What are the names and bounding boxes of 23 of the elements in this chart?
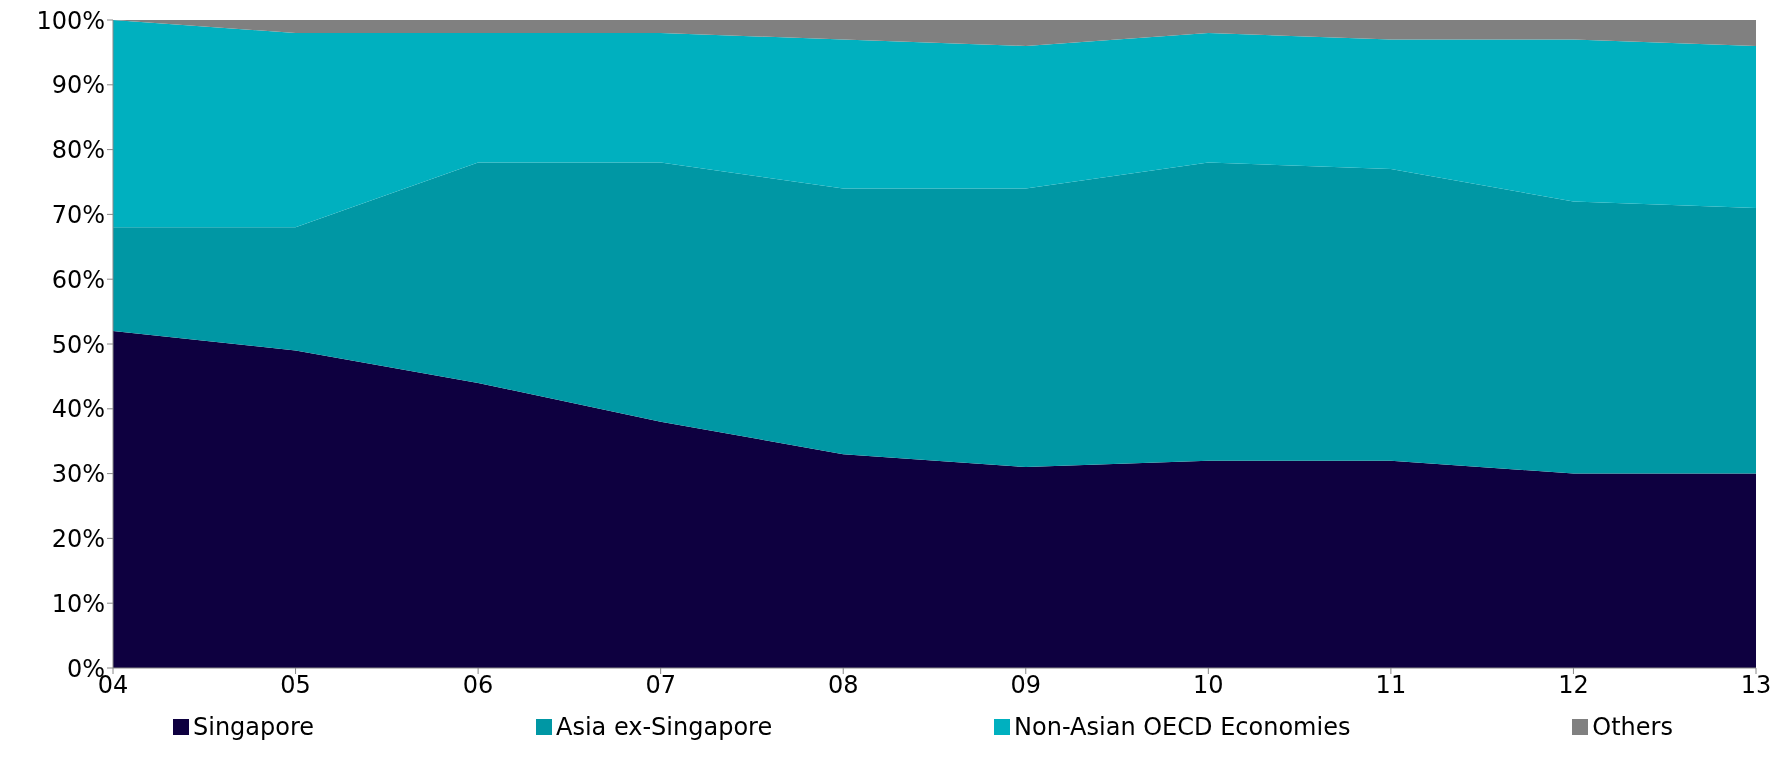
legend-label: Others <box>1592 713 1673 741</box>
x-tick-label: 13 <box>1740 671 1772 700</box>
y-tick-label: 80% <box>51 136 105 165</box>
x-tick-label: 05 <box>280 671 311 700</box>
legend-label: Asia ex-Singapore <box>555 713 773 741</box>
y-tick-label: 30% <box>51 460 105 489</box>
x-tick-label: 12 <box>1558 671 1589 700</box>
legend-label: Singapore <box>193 713 315 741</box>
y-tick-label: 100% <box>36 6 105 35</box>
x-tick-label: 07 <box>645 671 676 700</box>
x-tick-label: 08 <box>827 671 859 700</box>
x-tick-label: 09 <box>1010 671 1042 700</box>
x-tick-label: 11 <box>1375 671 1407 700</box>
legend-label: Non-Asian OECD Economies <box>1014 713 1351 741</box>
y-tick-label: 90% <box>51 71 105 100</box>
y-tick-label: 20% <box>51 524 105 553</box>
y-tick-label: 70% <box>51 200 105 229</box>
y-tick-label: 50% <box>51 330 105 359</box>
x-tick-label: 06 <box>462 671 494 700</box>
y-tick-label: 60% <box>51 265 105 294</box>
y-tick-label: 10% <box>51 589 105 618</box>
x-tick-label: 10 <box>1193 671 1224 700</box>
y-tick-label: 40% <box>51 395 105 424</box>
